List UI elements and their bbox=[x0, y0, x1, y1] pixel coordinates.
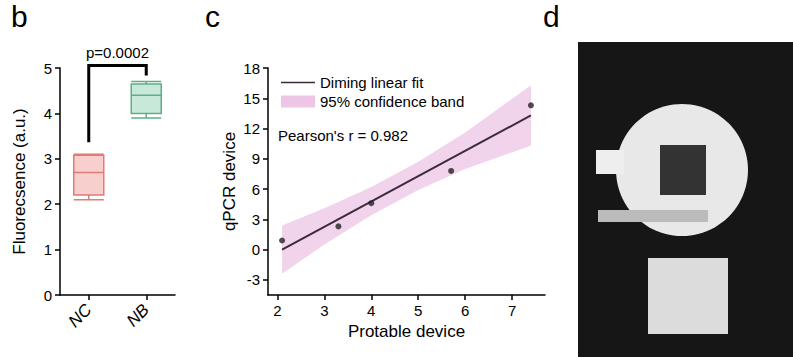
svg-text:6: 6 bbox=[252, 181, 260, 198]
svg-text:5: 5 bbox=[44, 60, 52, 77]
svg-text:Pearson's r = 0.982: Pearson's r = 0.982 bbox=[278, 127, 408, 144]
svg-text:95% confidence band: 95% confidence band bbox=[320, 93, 464, 110]
svg-text:9: 9 bbox=[252, 150, 260, 167]
svg-text:3: 3 bbox=[252, 211, 260, 228]
svg-text:0: 0 bbox=[252, 241, 260, 258]
svg-text:Protable device: Protable device bbox=[348, 322, 465, 341]
svg-text:-3: -3 bbox=[247, 271, 260, 288]
svg-text:7: 7 bbox=[508, 302, 516, 319]
svg-text:3: 3 bbox=[44, 150, 52, 167]
svg-text:4: 4 bbox=[367, 302, 375, 319]
svg-text:18: 18 bbox=[243, 60, 260, 77]
svg-text:5: 5 bbox=[414, 302, 422, 319]
svg-text:4: 4 bbox=[44, 105, 52, 122]
svg-text:NC: NC bbox=[65, 300, 96, 331]
svg-text:15: 15 bbox=[243, 90, 260, 107]
svg-text:2: 2 bbox=[273, 302, 281, 319]
svg-text:12: 12 bbox=[243, 120, 260, 137]
svg-text:p=0.0002: p=0.0002 bbox=[86, 44, 149, 61]
svg-text:0: 0 bbox=[44, 287, 52, 304]
svg-text:d: d bbox=[543, 0, 560, 33]
svg-text:NB: NB bbox=[123, 300, 153, 330]
svg-text:3: 3 bbox=[320, 302, 328, 319]
svg-text:1: 1 bbox=[44, 241, 52, 258]
svg-text:2: 2 bbox=[44, 196, 52, 213]
svg-text:6: 6 bbox=[461, 302, 469, 319]
svg-text:Fluorecsence (a.u.): Fluorecsence (a.u.) bbox=[10, 108, 29, 254]
svg-text:c: c bbox=[205, 0, 220, 33]
svg-text:Diming linear fit: Diming linear fit bbox=[320, 74, 424, 91]
svg-text:b: b bbox=[11, 0, 28, 33]
svg-text:qPCR device: qPCR device bbox=[220, 132, 239, 231]
